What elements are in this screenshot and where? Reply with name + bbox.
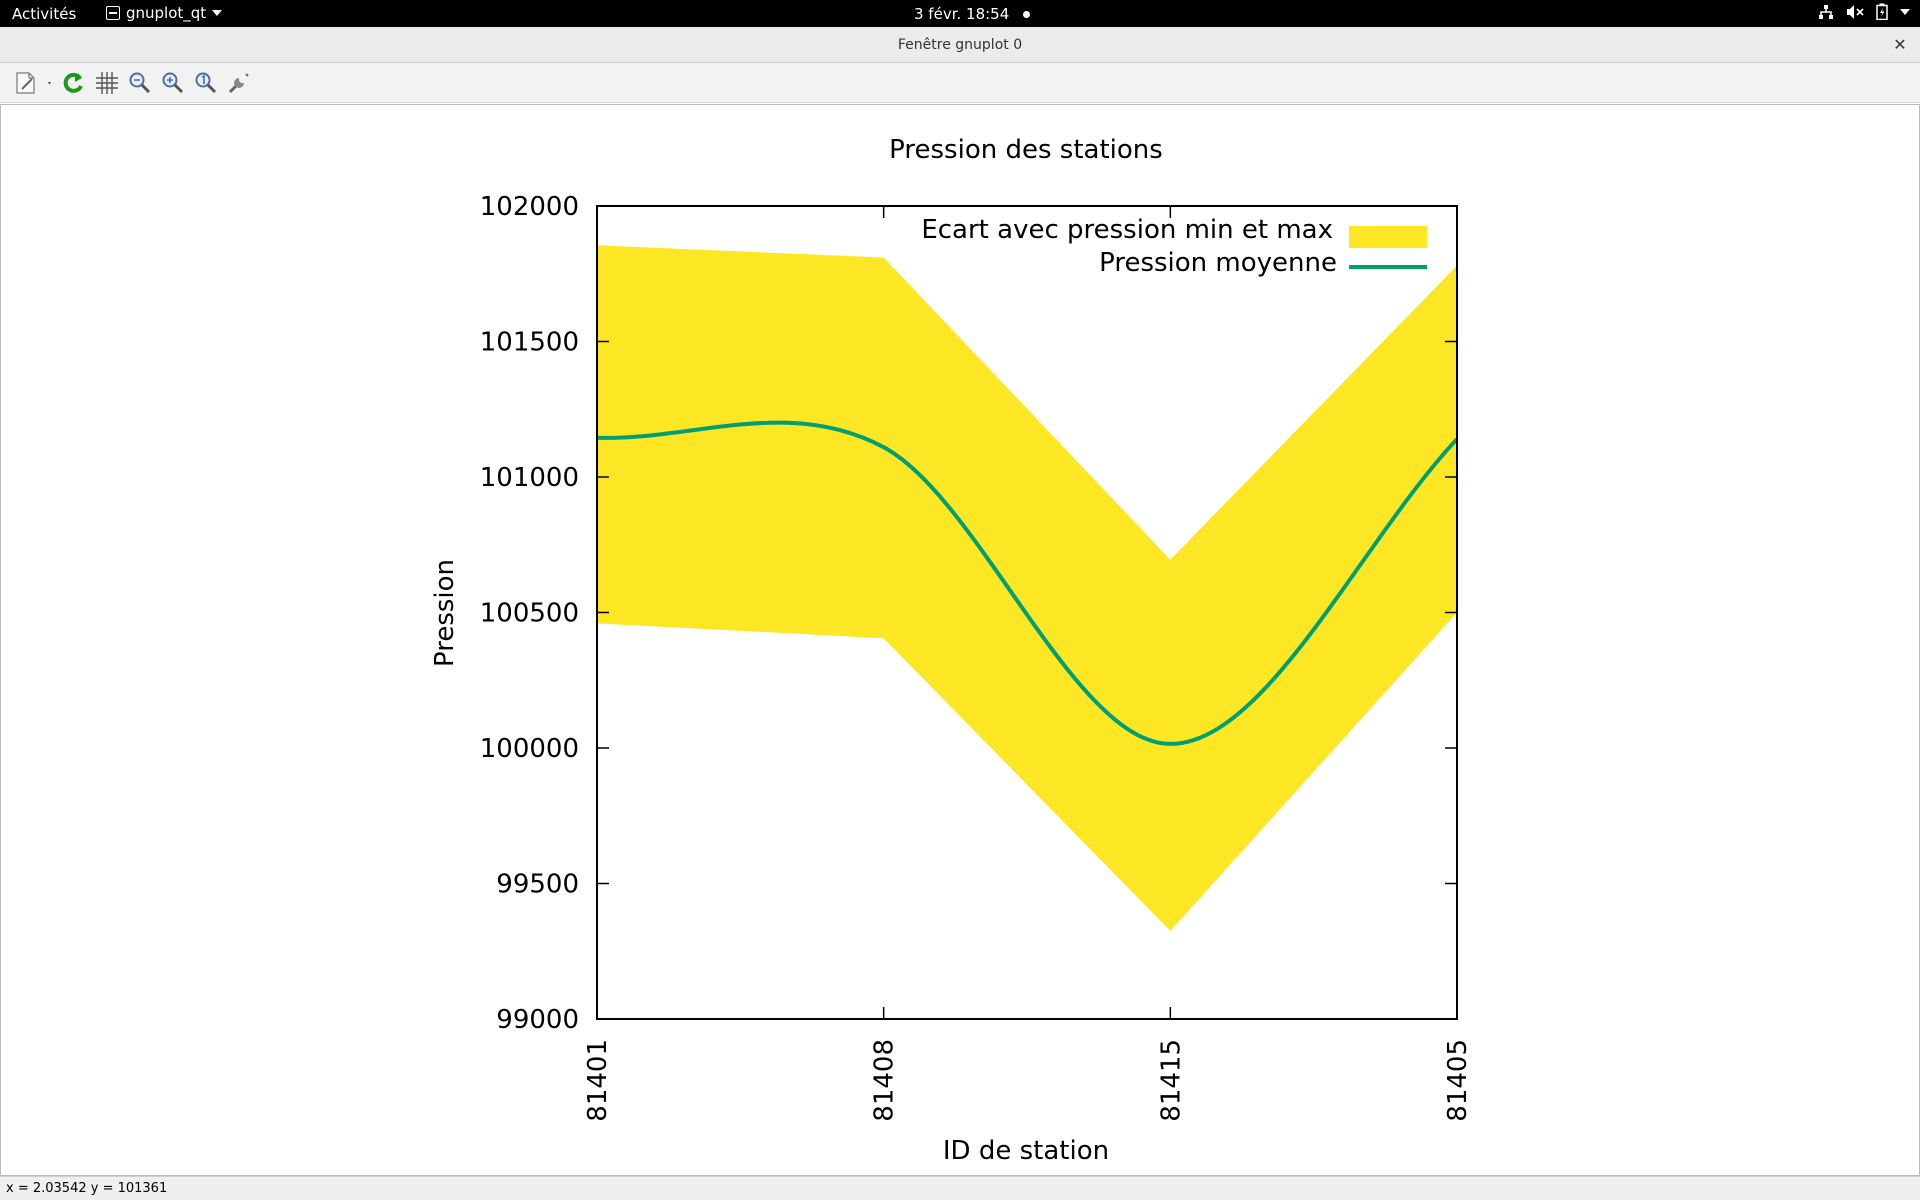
autoscale-icon xyxy=(195,72,217,94)
y-tick-label: 100500 xyxy=(480,599,579,629)
autoscale-button[interactable] xyxy=(193,70,219,96)
x-tick-label: 81408 xyxy=(870,1039,900,1122)
battery-icon xyxy=(1876,3,1888,20)
network-icon xyxy=(1819,4,1833,19)
x-axis-label: ID de station xyxy=(943,1136,1109,1166)
y-tick-label: 102000 xyxy=(480,192,579,222)
volume-muted-icon xyxy=(1847,4,1864,19)
status-bar: x = 2.03542 y = 101361 xyxy=(0,1176,1920,1200)
mean-pressure-line xyxy=(596,420,1459,746)
activities-button[interactable]: Activités xyxy=(12,5,77,23)
grid-icon xyxy=(96,72,118,94)
settings-button[interactable] xyxy=(226,70,252,96)
zoom-next-icon xyxy=(162,72,184,94)
legend-swatch-band xyxy=(1349,226,1427,248)
grid-button[interactable] xyxy=(94,70,120,96)
chart: 99000 99500 100000 100500 101000 101500 102000… xyxy=(430,135,1473,1166)
y-tick-label: 101000 xyxy=(480,463,579,493)
x-tick-label: 81401 xyxy=(583,1039,613,1122)
y-tick-label: 99000 xyxy=(496,1005,579,1035)
plot-canvas[interactable]: 99000 99500 100000 100500 101000 101500 102000… xyxy=(0,104,1920,1176)
app-icon xyxy=(106,6,120,20)
y-axis-label: Pression xyxy=(430,559,460,667)
settings-icon xyxy=(228,73,249,94)
system-tray[interactable] xyxy=(1818,3,1910,20)
band-area xyxy=(597,245,1457,931)
app-menu-label: gnuplot_qt xyxy=(126,4,207,22)
replot-icon xyxy=(63,72,83,93)
y-tick-label: 101500 xyxy=(480,328,579,358)
zoom-previous-button[interactable] xyxy=(127,70,153,96)
top-bar: Activités gnuplot_qt 3 févr. 18:54 xyxy=(0,0,1920,27)
zoom-previous-icon xyxy=(129,72,151,94)
toolbar xyxy=(0,63,1920,103)
chart-title: Pression des stations xyxy=(889,135,1163,165)
notification-dot-icon xyxy=(1023,10,1031,18)
cursor-coordinates: x = 2.03542 y = 101361 xyxy=(6,1181,168,1196)
chevron-down-icon xyxy=(212,10,223,16)
x-tick-label: 81405 xyxy=(1443,1039,1473,1122)
clock-label: 3 févr. 18:54 xyxy=(914,5,1010,23)
system-menu-caret xyxy=(1900,8,1910,15)
export-icon xyxy=(16,72,51,94)
zoom-next-button[interactable] xyxy=(160,70,186,96)
legend-label-mean: Pression moyenne xyxy=(1099,248,1337,278)
app-menu[interactable]: gnuplot_qt xyxy=(106,4,223,22)
window-titlebar: Fenêtre gnuplot 0 ✕ xyxy=(0,27,1920,63)
replot-button[interactable] xyxy=(60,70,86,96)
export-button[interactable] xyxy=(14,70,54,96)
window-title: Fenêtre gnuplot 0 xyxy=(897,37,1023,53)
close-button[interactable]: ✕ xyxy=(1893,35,1907,54)
y-tick-label: 100000 xyxy=(480,734,579,764)
legend-label-band: Ecart avec pression min et max xyxy=(921,215,1333,245)
clock-button[interactable]: 3 févr. 18:54 xyxy=(914,5,1031,23)
y-tick-label: 99500 xyxy=(496,870,579,900)
x-tick-label: 81415 xyxy=(1156,1039,1186,1122)
